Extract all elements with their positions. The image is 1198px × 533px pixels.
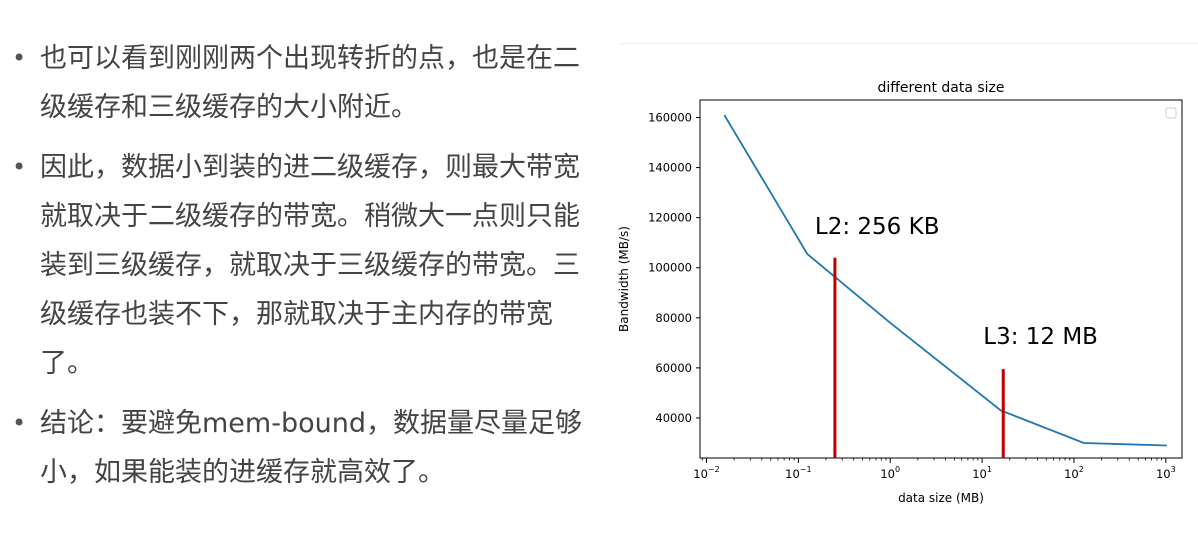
series-line [723,114,1167,447]
bullet-dot: • [12,44,27,72]
bullet-item: • 也可以看到刚刚两个出现转折的点，也是在二级缓存和三级缓存的大小附近。 [10,34,600,132]
cache-marker-label: L2: 256 KB [815,214,940,240]
x-axis-label: data size (MB) [898,491,984,505]
legend-box [1165,107,1177,119]
y-axis-label: Bandwidth (MB/s) [617,226,631,332]
plot-frame [699,99,1183,459]
x-tick-label: 103 [1156,465,1176,481]
y-tick-label: 60000 [655,361,692,375]
bullet-text: 也可以看到刚刚两个出现转折的点，也是在二级缓存和三级缓存的大小附近。 [40,43,580,123]
divider-line [620,43,1198,44]
y-tick-label: 40000 [655,411,692,425]
x-tick-label: 100 [880,465,900,481]
x-tick-label: 10−2 [693,465,719,481]
bandwidth-chart: different data size 40000 60000 80000 100000… [617,80,1183,505]
y-tick-label: 140000 [648,161,692,175]
y-tick-label: 100000 [648,261,692,275]
bullet-dot: • [12,153,27,181]
y-tick-label: 160000 [648,111,692,125]
bullet-text: 因此，数据小到装的进二级缓存，则最大带宽就取决于二级缓存的带宽。稍微大一点则只能… [40,152,580,379]
y-tick-label: 80000 [655,311,692,325]
x-tick-label: 101 [972,465,992,481]
cache-marker-label: L3: 12 MB [983,324,1098,350]
bullet-text: 结论：要避免mem-bound，数据量尽量足够小，如果能装的进缓存就高效了。 [40,408,582,488]
bullet-item: • 结论：要避免mem-bound，数据量尽量足够小，如果能装的进缓存就高效了。 [10,399,600,497]
y-tick-label: 120000 [648,211,692,225]
bullet-item: • 因此，数据小到装的进二级缓存，则最大带宽就取决于二级缓存的带宽。稍微大一点则… [10,143,600,388]
bullet-dot: • [12,409,27,437]
x-tick-label: 10−1 [785,465,811,481]
bullet-list: • 也可以看到刚刚两个出现转折的点，也是在二级缓存和三级缓存的大小附近。 • 因… [10,34,600,508]
chart-title: different data size [877,80,1004,96]
x-tick-label: 102 [1064,465,1084,481]
